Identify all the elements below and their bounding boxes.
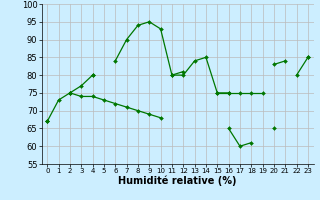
X-axis label: Humidité relative (%): Humidité relative (%) (118, 176, 237, 186)
